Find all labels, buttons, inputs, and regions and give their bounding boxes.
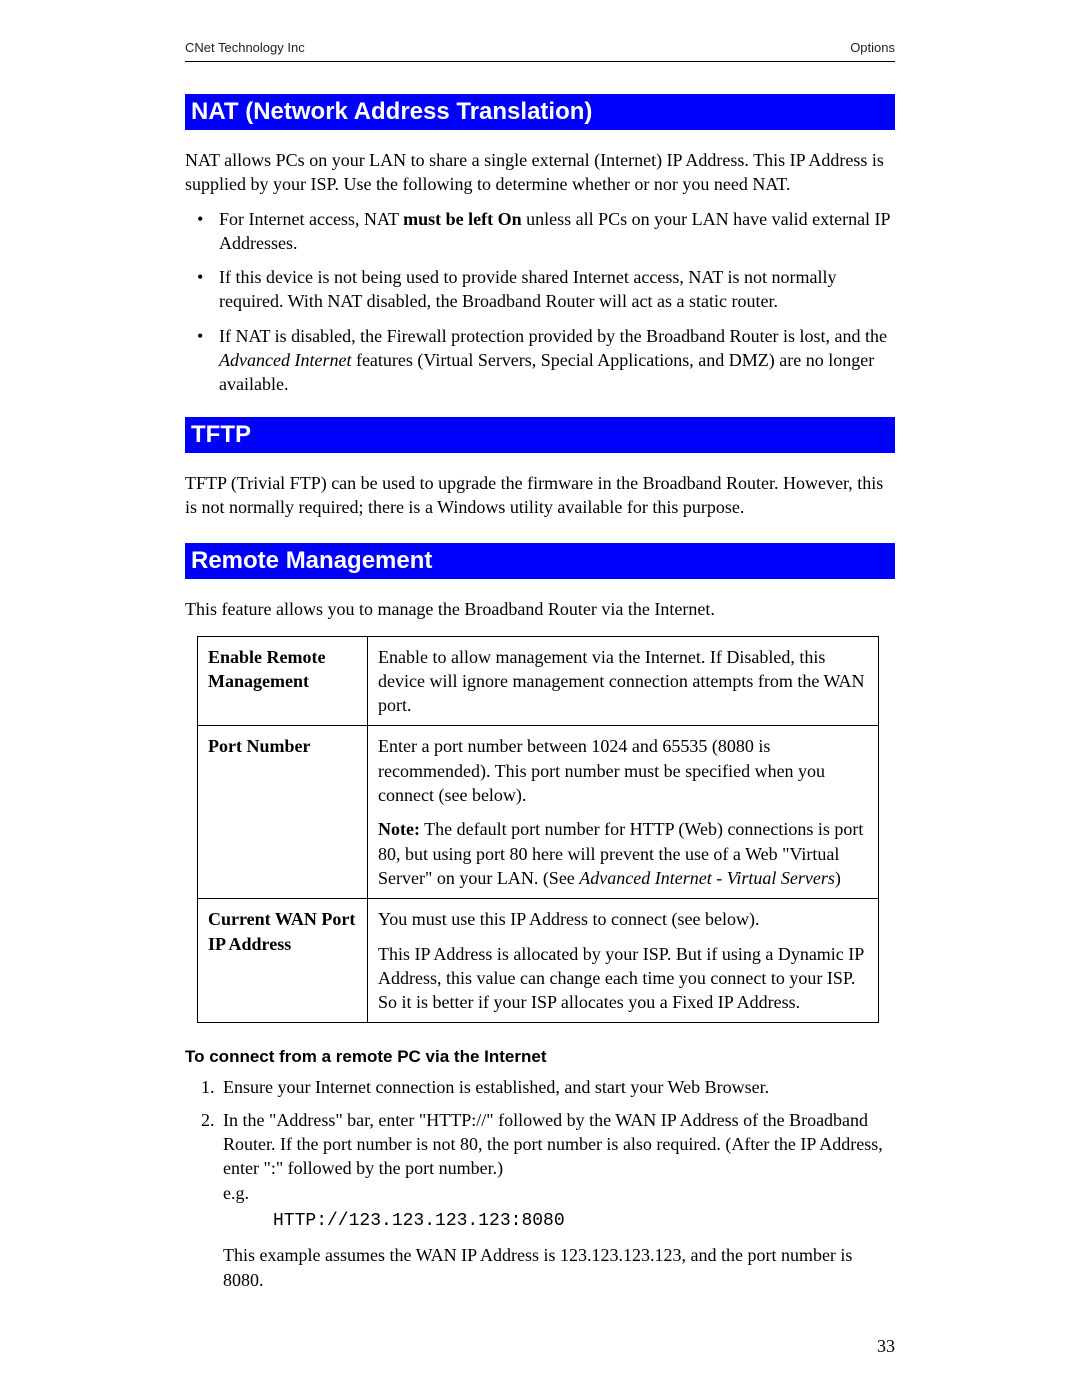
header-left: CNet Technology Inc — [185, 40, 305, 55]
code-example: HTTP://123.123.123.123:8080 — [273, 1209, 895, 1233]
cell-body-enable: Enable to allow management via the Inter… — [368, 636, 879, 726]
nat-bullet-3: If NAT is disabled, the Firewall protect… — [185, 324, 895, 397]
cell-body-port: Enter a port number between 1024 and 655… — [368, 726, 879, 899]
remote-intro: This feature allows you to manage the Br… — [185, 597, 895, 621]
step-2-text: In the "Address" bar, enter "HTTP://" fo… — [223, 1110, 883, 1179]
nat-bullet-1: For Internet access, NAT must be left On… — [185, 207, 895, 256]
wanip-p2: This IP Address is allocated by your ISP… — [378, 942, 868, 1015]
header-right: Options — [850, 40, 895, 55]
table-row: Port Number Enter a port number between … — [198, 726, 879, 899]
table-row: Current WAN Port IP Address You must use… — [198, 899, 879, 1023]
remote-management-table: Enable Remote Management Enable to allow… — [197, 636, 879, 1024]
port-p1: Enter a port number between 1024 and 655… — [378, 734, 868, 807]
bold-text: must be left On — [403, 209, 522, 229]
italic-text: Advanced Internet — [219, 350, 351, 370]
cell-label-enable: Enable Remote Management — [198, 636, 368, 726]
step-1: Ensure your Internet connection is estab… — [219, 1075, 895, 1099]
text: ) — [835, 868, 841, 888]
section-heading-remote: Remote Management — [185, 543, 895, 579]
nat-intro: NAT allows PCs on your LAN to share a si… — [185, 148, 895, 197]
cell-body-wanip: You must use this IP Address to connect … — [368, 899, 879, 1023]
example-note: This example assumes the WAN IP Address … — [223, 1245, 852, 1289]
cell-label-wanip: Current WAN Port IP Address — [198, 899, 368, 1023]
note-label: Note: — [378, 819, 420, 839]
header-rule — [185, 61, 895, 62]
step-2: In the "Address" bar, enter "HTTP://" fo… — [219, 1108, 895, 1292]
connect-subheading: To connect from a remote PC via the Inte… — [185, 1047, 895, 1067]
italic-text: Advanced Internet - Virtual Servers — [579, 868, 835, 888]
tftp-body: TFTP (Trivial FTP) can be used to upgrad… — [185, 471, 895, 520]
cell-label-port: Port Number — [198, 726, 368, 899]
section-heading-tftp: TFTP — [185, 417, 895, 453]
page-number: 33 — [877, 1336, 895, 1357]
table-row: Enable Remote Management Enable to allow… — [198, 636, 879, 726]
eg-label: e.g. — [223, 1183, 249, 1203]
text: If NAT is disabled, the Firewall protect… — [219, 326, 887, 346]
port-p2: Note: The default port number for HTTP (… — [378, 817, 868, 890]
wanip-p1: You must use this IP Address to connect … — [378, 907, 868, 931]
nat-bullet-2: If this device is not being used to prov… — [185, 265, 895, 314]
nat-bullet-list: For Internet access, NAT must be left On… — [185, 207, 895, 397]
section-heading-nat: NAT (Network Address Translation) — [185, 94, 895, 130]
text: For Internet access, NAT — [219, 209, 403, 229]
connect-steps: Ensure your Internet connection is estab… — [219, 1075, 895, 1291]
page-header: CNet Technology Inc Options — [185, 40, 895, 55]
